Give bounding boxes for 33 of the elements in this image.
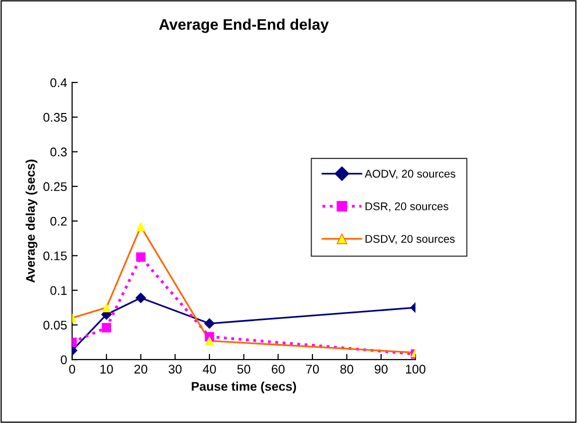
point [135, 292, 146, 304]
x-axis-title: Pause time (secs) [192, 382, 296, 394]
legend-label: AODV, 20 sources [364, 170, 456, 179]
point [204, 336, 214, 346]
y-tick-label: 0.3 [50, 148, 67, 156]
y-tick-label: 0.35 [43, 112, 67, 122]
y-axis-title: Average delay (secs) [26, 160, 38, 283]
x-tick-label: 10 [100, 364, 113, 374]
y-tick-label: 0.2 [50, 216, 67, 226]
x-tick-label: 0 [69, 364, 76, 374]
x-tick-label: 40 [202, 364, 216, 374]
point [136, 252, 146, 262]
x-tick-label: 70 [306, 364, 319, 374]
x-tick-label: 20 [134, 364, 148, 374]
y-tick-label: 0.25 [43, 182, 67, 192]
x-tick-label: 60 [272, 364, 285, 374]
y-tick-label: 0.4 [50, 78, 67, 88]
x-tick-label: 80 [340, 364, 354, 374]
chart-title: Average End-End delay [159, 18, 329, 33]
point [136, 222, 146, 232]
x-tick-label: 30 [168, 364, 182, 374]
legend-label: DSDV, 20 sources [366, 234, 455, 244]
point [204, 318, 215, 329]
y-tick-label: 0.1 [50, 286, 67, 295]
x-tick-label: 50 [237, 364, 250, 374]
x-tick-label: 100 [406, 364, 426, 374]
y-tick-label: 0.05 [43, 320, 67, 330]
point [102, 302, 112, 312]
x-tick-label: 90 [374, 364, 388, 374]
point [102, 323, 112, 332]
y-tick-label: 0.15 [43, 251, 67, 260]
y-tick-label: 0 [60, 355, 67, 364]
legend-label: DSR, 20 sources [366, 202, 448, 212]
